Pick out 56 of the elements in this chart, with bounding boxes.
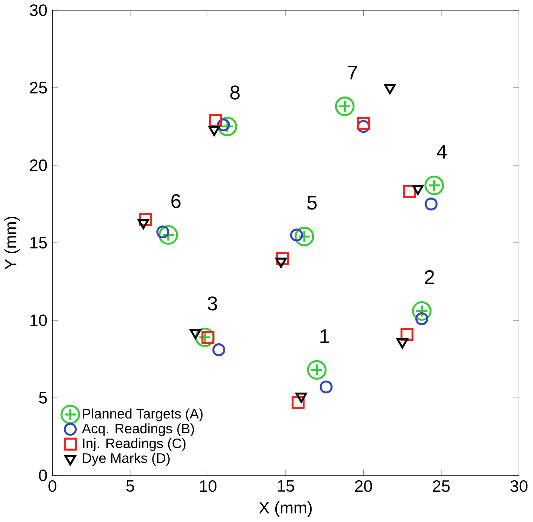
annotation: 7 — [348, 66, 358, 80]
point — [290, 229, 304, 242]
point — [158, 226, 178, 246]
point — [292, 396, 305, 410]
point — [424, 176, 444, 196]
point — [208, 126, 220, 136]
point — [294, 227, 314, 247]
point — [412, 302, 432, 322]
point — [403, 186, 416, 199]
x-tick-label: 10 — [200, 480, 217, 492]
point — [335, 96, 355, 117]
annotation: 3 — [208, 296, 218, 311]
x-tick-label: 5 — [126, 480, 134, 492]
point — [412, 185, 424, 196]
y-tick-label: 20 — [30, 160, 48, 172]
point — [276, 258, 288, 268]
legend-label: Planned Targets (A) — [83, 408, 203, 422]
point — [209, 114, 222, 128]
point — [212, 344, 226, 357]
point — [357, 117, 370, 130]
point — [140, 213, 152, 226]
point — [307, 360, 327, 380]
annotation: 6 — [172, 194, 181, 209]
point — [276, 252, 290, 266]
point — [296, 393, 308, 404]
x-tick-label: 15 — [278, 480, 294, 492]
point — [384, 84, 396, 95]
annotation: 4 — [437, 145, 448, 159]
x-tick-label: 20 — [355, 480, 372, 492]
annotation: 1 — [320, 330, 330, 344]
annotation: 8 — [230, 86, 240, 100]
point — [138, 219, 150, 230]
x-tick-label: 30 — [510, 480, 528, 492]
y-tick-label: 5 — [39, 392, 48, 404]
legend-label: Dye Marks (D) — [83, 453, 170, 466]
y-tick-label: 30 — [30, 4, 48, 16]
y-tick-label: 25 — [30, 82, 48, 94]
point — [400, 328, 414, 342]
point — [396, 338, 408, 349]
y-tick-label: 10 — [30, 314, 48, 327]
point — [320, 380, 333, 394]
point — [218, 117, 238, 137]
y-tick-label: 15 — [30, 237, 48, 249]
legend-label: Acq. Readings (B) — [82, 424, 194, 437]
annotation: 5 — [308, 196, 317, 210]
point — [416, 312, 428, 326]
legend-label: Inj. Readings (C) — [83, 438, 186, 452]
y-tick-label: 0 — [39, 470, 48, 482]
annotation: 2 — [425, 270, 434, 285]
point — [195, 328, 215, 348]
x-tick-label: 0 — [48, 480, 57, 492]
point — [424, 198, 438, 211]
point — [190, 329, 202, 340]
y-axis-title: Y (mm) — [4, 217, 20, 270]
x-axis-title: X (mm) — [259, 502, 312, 518]
x-tick-label: 25 — [433, 480, 450, 492]
